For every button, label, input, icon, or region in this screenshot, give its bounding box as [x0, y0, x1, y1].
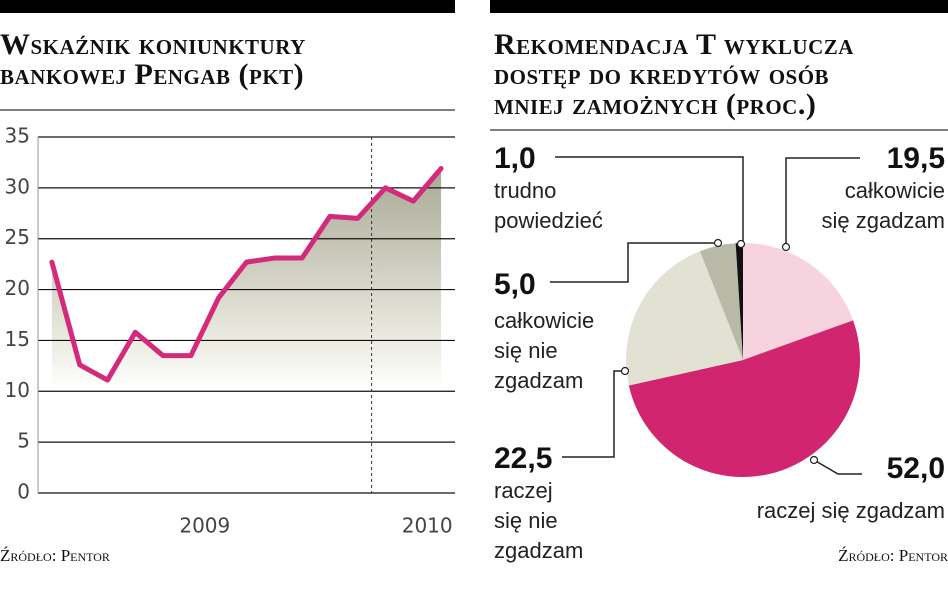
source: Źródło: Pentor — [838, 546, 948, 565]
leader-line — [550, 242, 718, 283]
y-tick-label: 25 — [5, 225, 30, 249]
slice-label: całkowicie się zgadzam — [821, 178, 945, 233]
y-tick-label: 10 — [5, 378, 30, 402]
leader-dot — [809, 455, 819, 465]
x-tick-label: 2009 — [179, 514, 230, 538]
header-bar — [0, 0, 455, 13]
leader-line — [562, 370, 625, 458]
header-bar — [490, 0, 948, 13]
y-tick-label: 35 — [5, 124, 30, 148]
pie-slice — [699, 243, 743, 360]
value-label: 52,0 — [886, 452, 945, 485]
y-tick-label: 5 — [17, 429, 30, 453]
leader-line — [785, 157, 860, 247]
slice-label: całkowicie się nie zgadzam — [494, 308, 595, 393]
pie-slice — [626, 251, 743, 386]
pie-slice — [735, 243, 743, 360]
slice-label: trudno powiedzieć — [494, 178, 603, 233]
value-label: 22,5 — [494, 442, 553, 475]
slice-label: raczej się nie zgadzam — [494, 478, 584, 563]
slice-label: raczej się zgadzam — [756, 498, 945, 523]
y-tick-label: 30 — [5, 174, 30, 198]
y-tick-label: 20 — [5, 276, 30, 300]
value-label: 5,0 — [494, 268, 536, 301]
line — [49, 166, 444, 383]
leader-dot — [781, 242, 791, 252]
leader-line — [555, 156, 744, 243]
y-tick-label: 0 — [17, 480, 30, 504]
value-label: 1,0 — [494, 142, 536, 175]
x-tick-label: 2010 — [402, 514, 453, 538]
leader-dot — [736, 239, 746, 249]
chart-title: Rekomendacja T wyklucza dostęp do kredyt… — [494, 28, 854, 121]
pie-slice — [743, 243, 854, 360]
source: Źródło: Pentor — [0, 546, 110, 565]
leader-dot — [620, 366, 630, 376]
y-tick-label: 15 — [5, 327, 30, 351]
chart-title: Wskaźnik koniunktury bankowej Pengab (pk… — [0, 28, 306, 91]
pie-slice — [628, 320, 860, 477]
leader-dot — [713, 238, 723, 248]
leader-line — [813, 459, 862, 475]
value-label: 19,5 — [886, 142, 945, 175]
area — [51, 168, 442, 390]
